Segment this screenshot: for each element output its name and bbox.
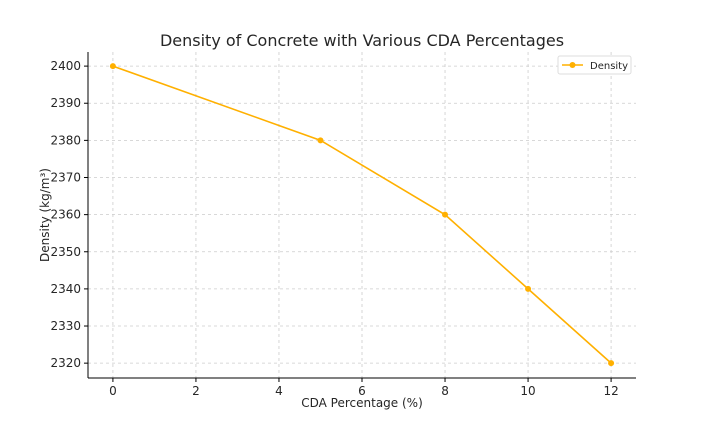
- y-tick-label: 2330: [50, 319, 81, 333]
- x-tick-label: 0: [109, 384, 117, 398]
- legend-box: [557, 55, 632, 75]
- data-point: [317, 137, 324, 144]
- y-tick-label: 2390: [50, 96, 81, 110]
- data-point: [608, 360, 615, 367]
- x-tick-label: 12: [603, 384, 618, 398]
- x-axis-label: CDA Percentage (%): [301, 396, 423, 410]
- y-axis-label: Density (kg/m³): [38, 168, 52, 262]
- legend-label: Density: [590, 61, 628, 72]
- y-tick-label: 2380: [50, 133, 81, 147]
- legend-marker: [569, 62, 576, 68]
- y-tick-label: 2370: [50, 170, 81, 184]
- legend: Density: [557, 55, 632, 75]
- x-tick-label: 4: [275, 384, 283, 398]
- data-point: [442, 211, 449, 218]
- x-tick-label: 6: [358, 384, 366, 398]
- data-point: [525, 285, 532, 292]
- x-tick-label: 8: [441, 384, 449, 398]
- y-tick-label: 2400: [50, 59, 81, 73]
- x-tick-label: 2: [192, 384, 200, 398]
- x-tick-label: 10: [520, 384, 535, 398]
- y-tick-label: 2320: [50, 356, 81, 370]
- y-tick-label: 2350: [50, 245, 81, 259]
- data-point: [109, 63, 116, 70]
- y-tick-label: 2340: [50, 282, 81, 296]
- y-tick-label: 2360: [50, 208, 81, 222]
- chart-title: Density of Concrete with Various CDA Per…: [160, 31, 564, 50]
